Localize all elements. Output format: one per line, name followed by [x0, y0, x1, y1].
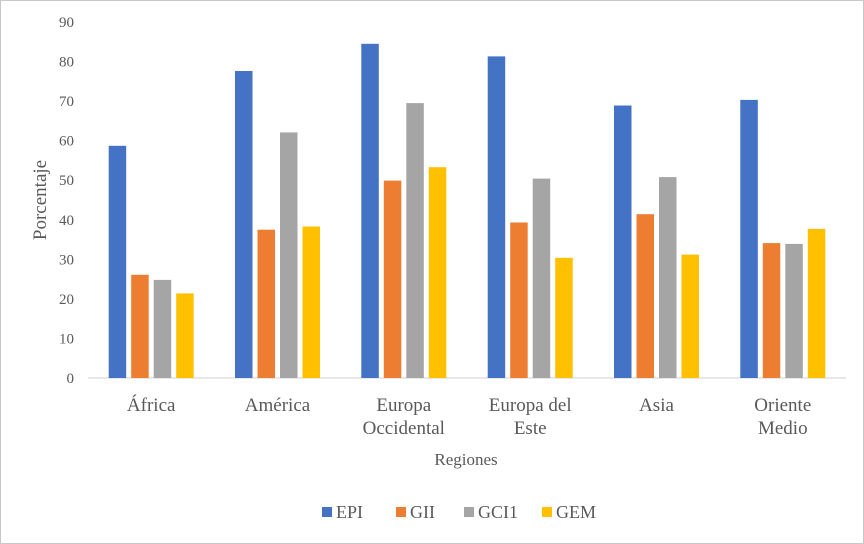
y-tick-label: 90	[59, 15, 74, 31]
x-axis-category-labels: África América Europa Occidental Europa del E…	[127, 394, 811, 439]
y-tick-label: 70	[59, 94, 74, 110]
y-axis-ticks: 0 10 20 30 40 50 60 70 80 90	[59, 15, 74, 387]
bar-gii	[762, 243, 781, 378]
bar-gii	[510, 222, 528, 378]
legend-swatch-gem	[542, 507, 552, 517]
bar-gci1	[532, 178, 551, 378]
y-tick-label: 20	[59, 292, 74, 308]
bar-gci1	[785, 243, 803, 378]
bar-gii	[636, 214, 654, 378]
bar-epi	[235, 71, 253, 378]
x-category-label: Europa del Este	[489, 395, 572, 439]
y-tick-label: 10	[59, 331, 74, 347]
bar-gci1	[153, 279, 172, 378]
bar-gem	[302, 226, 320, 378]
x-category-label: Oriente Medio	[754, 395, 811, 439]
legend-label-gii: GII	[410, 502, 435, 522]
bar-gem	[428, 167, 447, 378]
bar-gem	[807, 228, 826, 378]
bar-epi	[487, 56, 506, 379]
y-tick-label: 80	[59, 55, 74, 71]
bar-epi	[108, 145, 127, 378]
x-category-label: Asia	[639, 395, 674, 416]
y-tick-label: 50	[59, 173, 74, 189]
bar-epi	[361, 43, 379, 379]
legend: EPI GII GCI1 GEM	[322, 502, 596, 522]
y-tick-label: 60	[59, 134, 74, 150]
bar-epi	[614, 105, 632, 378]
bar-gii	[131, 274, 149, 378]
legend-label-gem: GEM	[556, 502, 596, 522]
y-tick-label: 40	[59, 213, 74, 229]
legend-label-epi: EPI	[336, 502, 363, 522]
bar-epi	[740, 99, 758, 379]
bar-gii	[383, 180, 402, 378]
legend-swatch-gii	[396, 507, 406, 517]
bar-gci1	[659, 177, 677, 378]
x-axis-title: Regiones	[434, 450, 497, 469]
y-tick-label: 0	[67, 371, 75, 387]
bar-gem	[176, 293, 194, 378]
y-axis-title: Porcentaje	[30, 160, 51, 240]
x-category-label: Europa Occidental	[363, 395, 445, 439]
y-tick-label: 30	[59, 252, 74, 268]
x-category-label: África	[127, 394, 176, 416]
bar-gem	[681, 254, 699, 378]
bars	[108, 43, 826, 379]
legend-swatch-gci1	[464, 507, 474, 517]
bar-gci1	[406, 103, 424, 378]
legend-label-gci1: GCI1	[478, 502, 518, 522]
bar-gem	[555, 257, 573, 378]
legend-swatch-epi	[322, 507, 332, 517]
bar-gii	[257, 229, 275, 378]
bar-gci1	[280, 132, 298, 378]
x-category-label: América	[245, 395, 311, 416]
